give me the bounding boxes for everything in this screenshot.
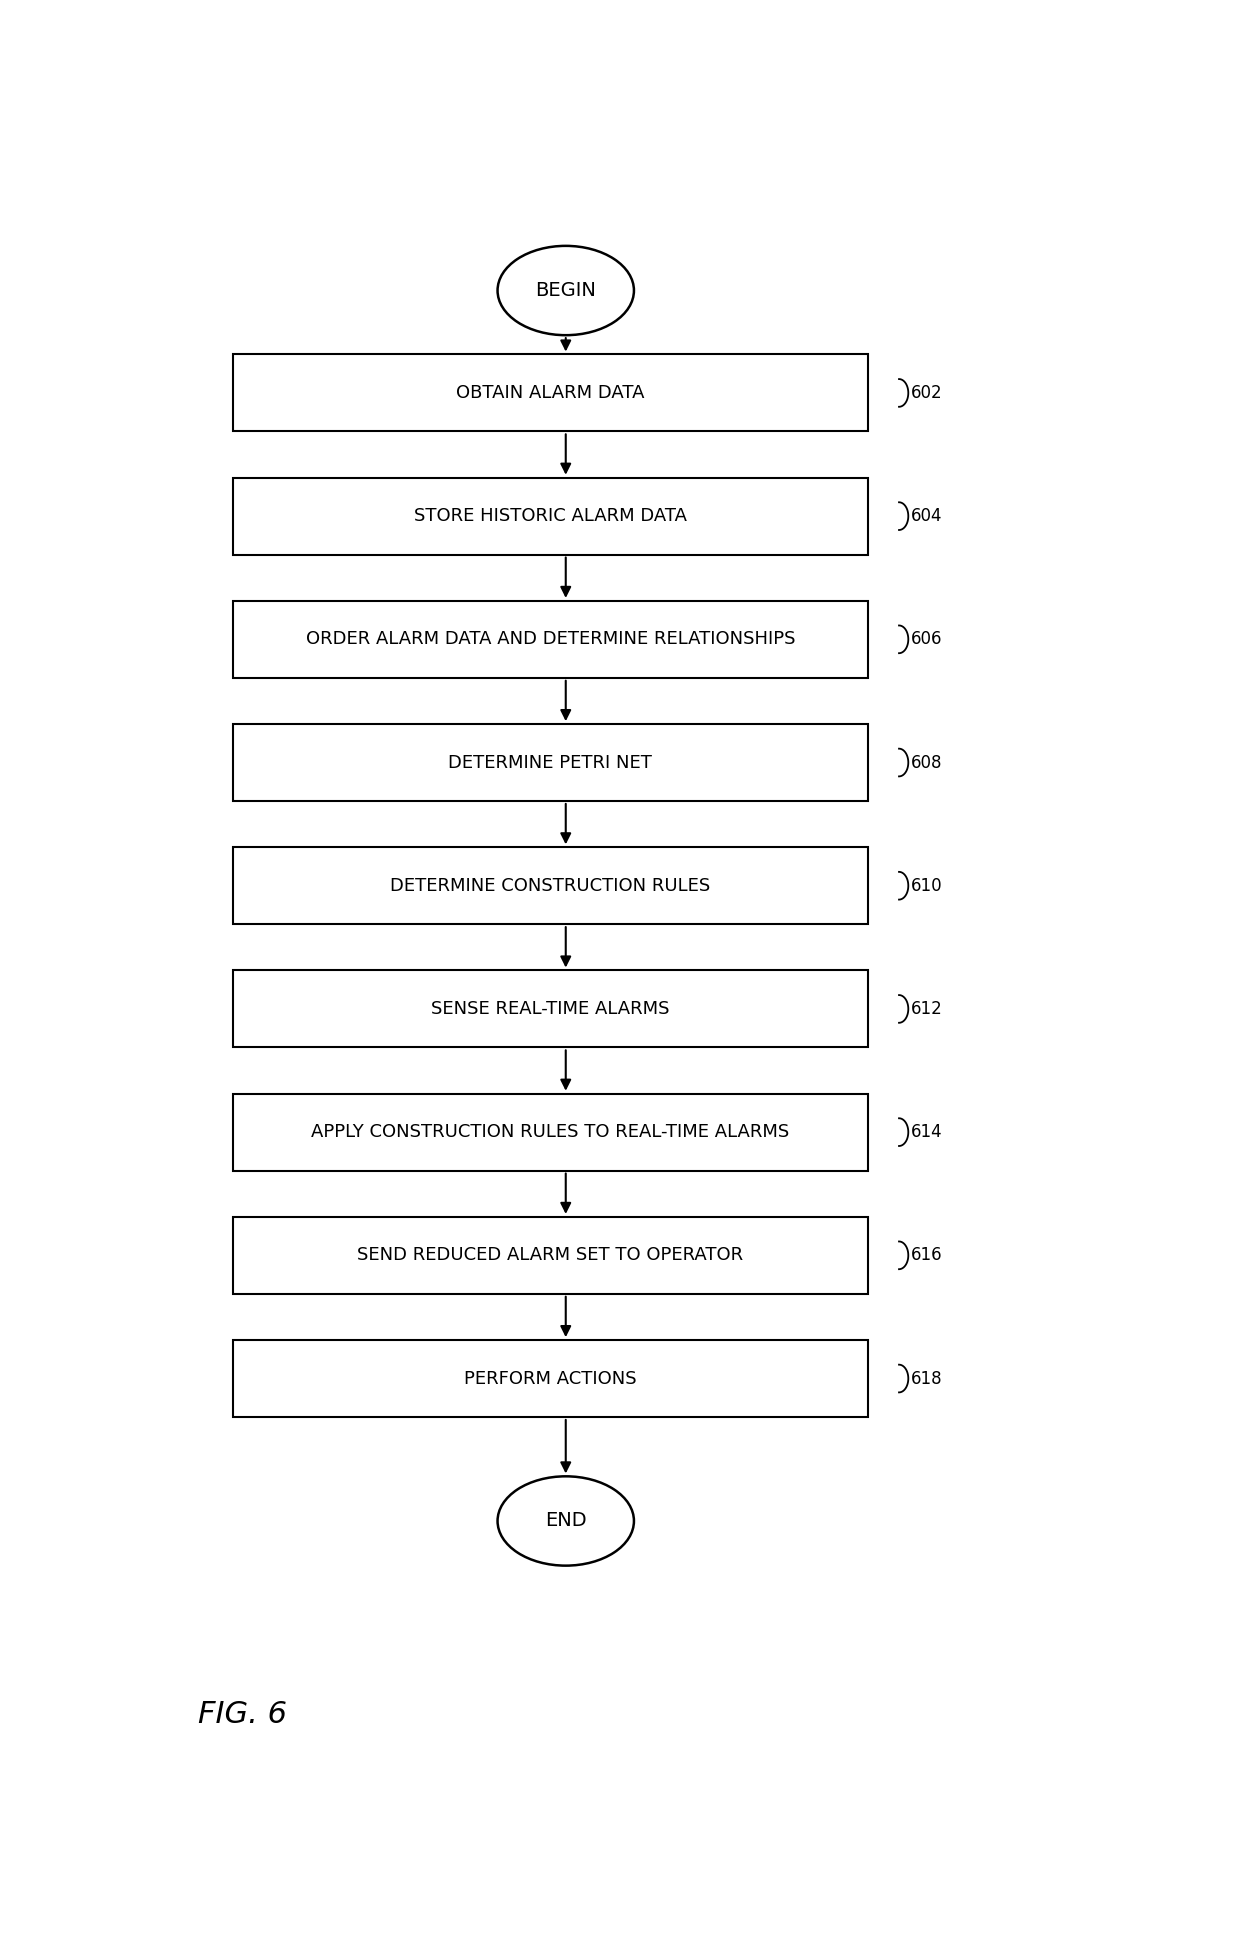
Bar [233, 1217, 868, 1293]
Ellipse shape [497, 1477, 634, 1565]
Text: SEND REDUCED ALARM SET TO OPERATOR: SEND REDUCED ALARM SET TO OPERATOR [357, 1246, 743, 1264]
Text: DETERMINE CONSTRUCTION RULES: DETERMINE CONSTRUCTION RULES [391, 878, 711, 895]
Text: OBTAIN ALARM DATA: OBTAIN ALARM DATA [456, 384, 645, 402]
Bar [233, 725, 868, 801]
Text: DETERMINE PETRI NET: DETERMINE PETRI NET [449, 754, 652, 772]
Ellipse shape [497, 247, 634, 335]
Text: 604: 604 [910, 507, 942, 525]
Text: 618: 618 [910, 1369, 942, 1387]
Text: SENSE REAL-TIME ALARMS: SENSE REAL-TIME ALARMS [432, 999, 670, 1019]
Text: END: END [544, 1512, 587, 1530]
Text: STORE HISTORIC ALARM DATA: STORE HISTORIC ALARM DATA [414, 507, 687, 525]
Text: 616: 616 [910, 1246, 942, 1264]
Text: 602: 602 [910, 384, 942, 402]
Text: ORDER ALARM DATA AND DETERMINE RELATIONSHIPS: ORDER ALARM DATA AND DETERMINE RELATIONS… [305, 631, 795, 648]
Text: 608: 608 [910, 754, 942, 772]
Bar [233, 601, 868, 678]
Text: 610: 610 [910, 878, 942, 895]
Text: 606: 606 [910, 631, 942, 648]
Text: FIG. 6: FIG. 6 [197, 1700, 286, 1730]
Bar [233, 355, 868, 431]
Bar [233, 846, 868, 925]
Text: APPLY CONSTRUCTION RULES TO REAL-TIME ALARMS: APPLY CONSTRUCTION RULES TO REAL-TIME AL… [311, 1123, 790, 1142]
Bar [233, 970, 868, 1048]
Text: BEGIN: BEGIN [536, 280, 596, 300]
Bar [233, 1340, 868, 1416]
Text: 614: 614 [910, 1123, 942, 1142]
Bar [233, 478, 868, 554]
Text: PERFORM ACTIONS: PERFORM ACTIONS [464, 1369, 636, 1387]
Text: 612: 612 [910, 999, 942, 1019]
Bar [233, 1093, 868, 1171]
